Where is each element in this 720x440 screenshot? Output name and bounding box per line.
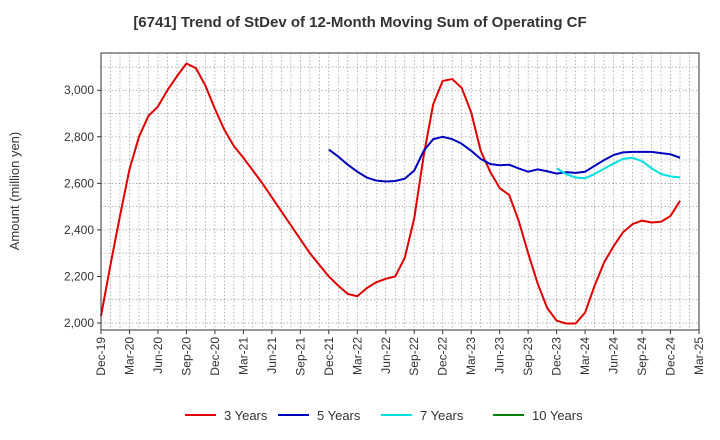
x-tick-label: Jun-23 xyxy=(493,337,507,374)
x-tick-label: Dec-20 xyxy=(208,337,222,376)
x-tick-label: Mar-24 xyxy=(578,337,592,375)
x-tick-label: Dec-21 xyxy=(322,337,336,376)
x-tick-label: Dec-24 xyxy=(664,337,678,376)
x-tick-label: Jun-20 xyxy=(151,337,165,374)
y-axis-label: Amount (million yen) xyxy=(7,132,22,251)
y-tick-label: 2,000 xyxy=(64,316,94,330)
x-tick-label: Sep-22 xyxy=(407,337,421,376)
x-tick-label: Mar-21 xyxy=(236,337,250,375)
series-lines xyxy=(100,62,681,325)
series-line-7-years xyxy=(556,156,681,180)
chart-title: [6741] Trend of StDev of 12-Month Moving… xyxy=(133,14,586,31)
plot-border xyxy=(100,52,700,331)
legend-label: 3 Years xyxy=(224,408,268,423)
x-axis-ticks: Dec-19 Mar-20 Jun-20 Sep-20 Dec-20 Mar-21 Jun-… xyxy=(94,330,706,376)
x-tick-label: Dec-22 xyxy=(436,337,450,376)
series-line-3-years xyxy=(100,62,681,325)
plot-area xyxy=(101,53,699,330)
x-tick-label: Jun-21 xyxy=(265,337,279,374)
x-tick-label: Sep-20 xyxy=(179,337,193,376)
x-tick-label: Jun-22 xyxy=(379,337,393,374)
x-tick-label: Dec-19 xyxy=(94,337,108,376)
x-tick-label: Mar-23 xyxy=(464,337,478,375)
y-tick-label: 2,800 xyxy=(64,130,94,144)
legend-label: 7 Years xyxy=(420,408,464,423)
x-tick-label: Jun-24 xyxy=(607,337,621,374)
y-tick-label: 2,400 xyxy=(64,223,94,237)
x-tick-label: Mar-20 xyxy=(122,337,136,375)
series-line-5-years xyxy=(328,135,681,183)
y-tick-label: 2,200 xyxy=(64,269,94,283)
x-tick-label: Sep-24 xyxy=(635,337,649,376)
y-tick-label: 3,000 xyxy=(64,83,94,97)
legend-label: 10 Years xyxy=(532,408,583,423)
x-tick-label: Sep-23 xyxy=(521,337,535,376)
x-tick-label: Dec-23 xyxy=(550,337,564,376)
legend: 3 Years 5 Years 7 Years 10 Years xyxy=(185,408,583,423)
grid xyxy=(101,53,699,330)
y-tick-label: 2,600 xyxy=(64,176,94,190)
x-tick-label: Sep-21 xyxy=(293,337,307,376)
x-tick-label: Mar-25 xyxy=(692,337,706,375)
legend-label: 5 Years xyxy=(317,408,361,423)
x-tick-label: Mar-22 xyxy=(350,337,364,375)
y-axis-ticks: 2,000 2,200 2,400 2,600 2,800 3,000 xyxy=(64,83,101,330)
